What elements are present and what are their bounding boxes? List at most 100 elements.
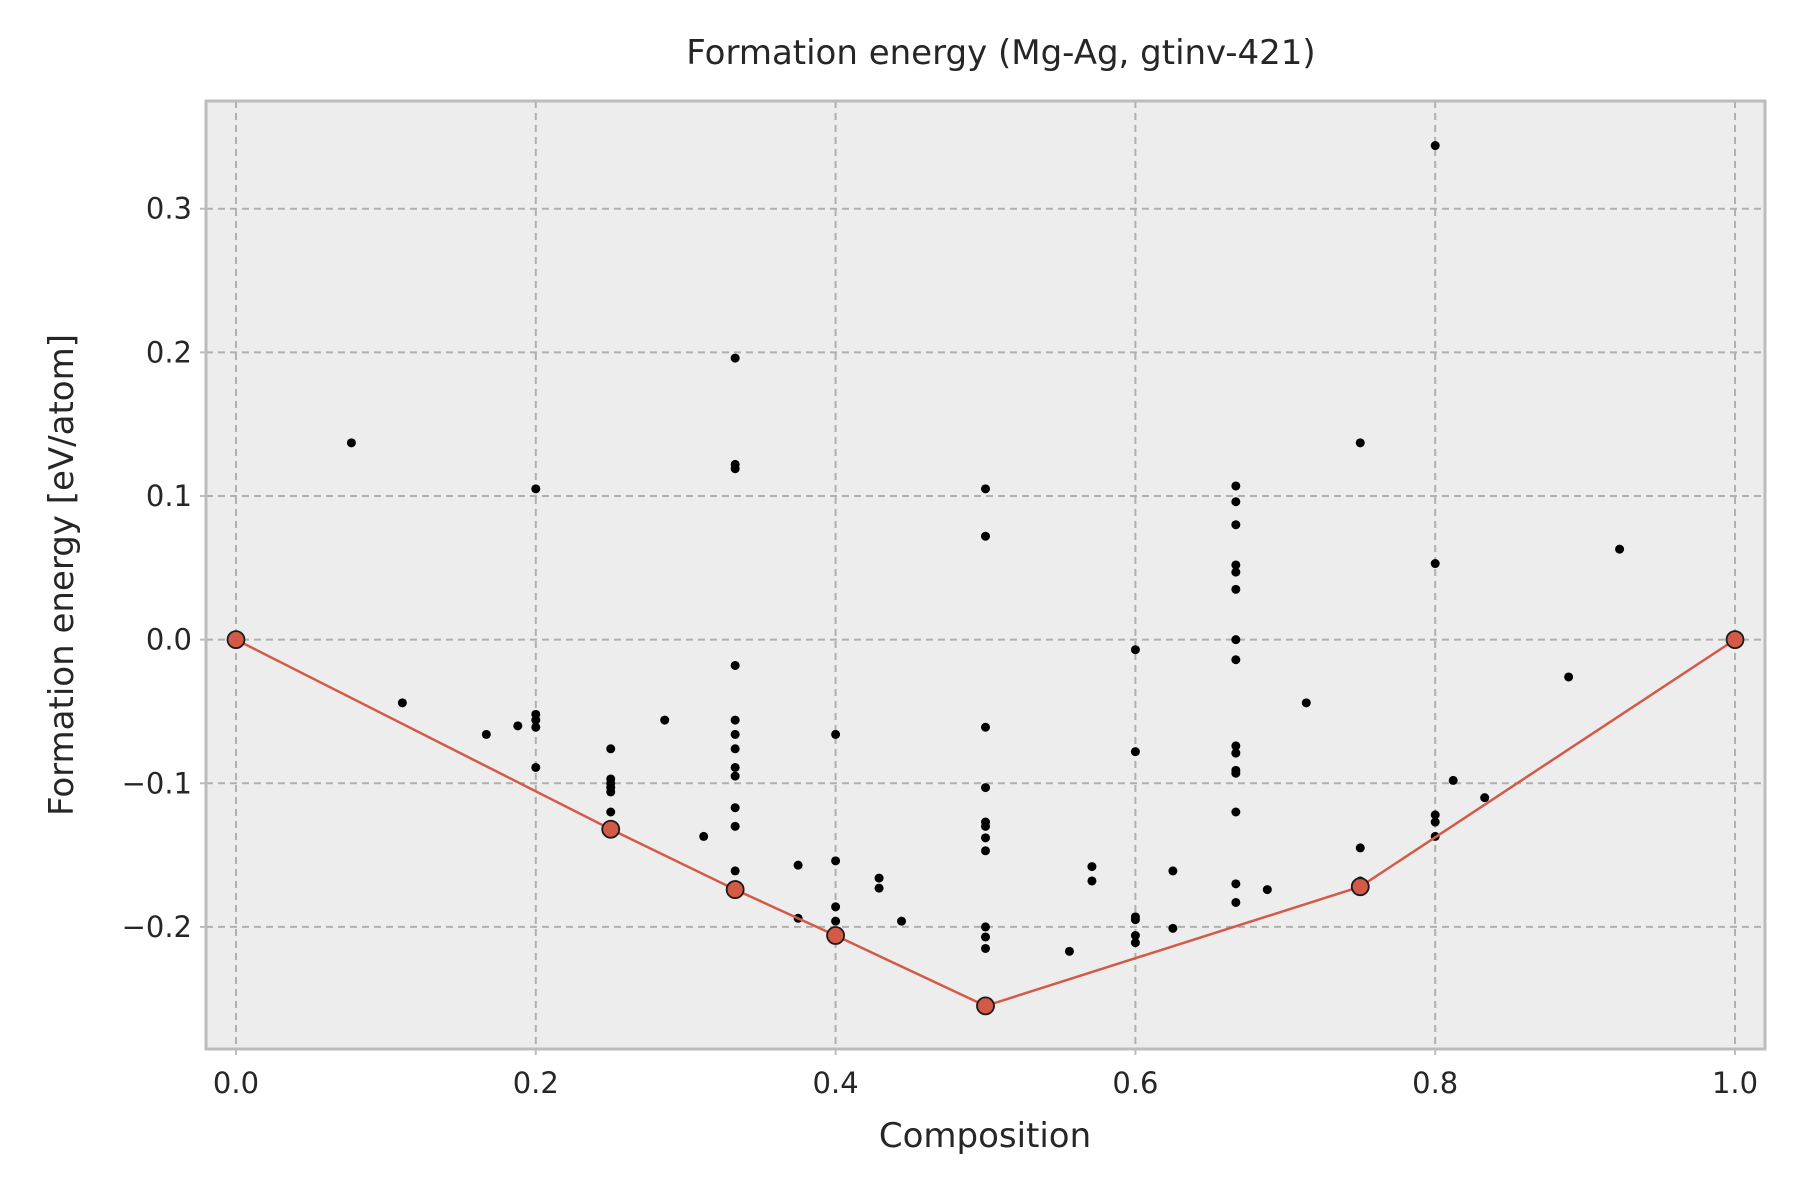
structure-point [730,821,740,831]
structure-point [981,783,990,793]
structure-point [981,932,990,942]
structure-point [1130,938,1140,948]
y-axis-label: Formation energy [eV/atom] [42,334,82,816]
y-tick-label: 0.1 [146,479,192,513]
structure-point [1262,885,1272,895]
structure-point [1231,497,1241,507]
structure-point [1064,946,1074,956]
x-axis-label: Composition [879,1116,1091,1156]
structure-point [793,860,803,870]
hull-point [725,880,745,899]
structure-point [874,873,884,883]
y-tick-label: −0.1 [122,766,192,800]
structure-point [730,715,740,725]
structure-point [1231,520,1241,530]
structure-point [1231,768,1241,778]
structure-point [981,531,990,541]
structure-point [1231,807,1241,817]
x-tick-label: 0.6 [1112,1066,1158,1100]
structure-point [606,787,616,797]
hull-point [826,926,845,945]
structure-point [730,771,740,781]
structure-point [730,762,740,772]
structure-point [981,833,990,843]
structure-point [730,744,740,754]
structure-point [1430,817,1440,827]
y-tick-label: −0.2 [122,910,192,944]
y-tick-label: 0.0 [146,623,192,657]
structure-point [831,856,841,866]
structure-point [513,721,523,731]
hull-point [1725,630,1745,650]
structure-point [981,722,990,732]
structure-point [981,484,990,494]
structure-point [1355,843,1365,853]
structure-point [1564,672,1574,682]
structure-point [1430,810,1440,820]
structure-point [981,821,990,831]
structure-point [1087,862,1097,872]
structure-point [1231,748,1241,758]
structure-point [699,831,709,841]
plot-area [206,101,1765,1049]
structure-point [481,729,491,739]
structure-point [1168,923,1178,933]
structure-point [1231,879,1241,889]
structure-point [531,715,541,725]
structure-point [1480,793,1490,803]
structure-point [1231,567,1241,577]
x-tick-label: 0.0 [213,1066,259,1100]
structure-points-series [346,141,1625,956]
structure-point [660,715,670,725]
x-tick-label: 0.2 [513,1066,559,1100]
structure-point [531,484,541,494]
structure-point [1231,655,1241,665]
x-tick-label: 0.8 [1412,1066,1458,1100]
structure-point [1231,741,1241,751]
x-tick-label: 0.4 [813,1066,859,1100]
structure-point [606,807,616,817]
y-tick-label: 0.3 [146,192,192,226]
structure-point [831,902,841,912]
structure-point [1430,559,1440,569]
structure-point [531,762,541,772]
structure-point [831,916,841,926]
structure-point [346,438,356,448]
x-tick-labels: 0.0 0.2 0.4 0.6 0.8 1.0 [213,1049,1758,1100]
structure-point [1231,560,1241,570]
hull-point [1350,877,1370,897]
structure-point [1355,438,1365,448]
convex-hull-series [226,630,1745,1016]
structure-point [1231,635,1241,645]
structure-point [981,922,990,932]
structure-point [730,803,740,813]
hull-point [226,630,246,650]
structure-point [730,464,740,474]
y-tick-labels: 0.3 0.2 0.1 0.0 −0.1 −0.2 [122,192,206,944]
structure-point [606,744,616,754]
structure-point [874,883,884,893]
structure-point [897,916,907,926]
grid-lines [206,101,1765,1049]
structure-point [730,866,740,876]
chart-title: Formation energy (Mg-Ag, gtinv-421) [686,33,1315,73]
structure-point [397,698,407,708]
structure-point [1087,876,1097,886]
structure-point [1231,897,1241,907]
structure-point [1231,584,1241,594]
hull-point [601,819,621,839]
structure-point [981,846,990,856]
structure-point [531,722,541,732]
structure-point [1301,698,1311,708]
structure-point [1130,747,1140,757]
structure-point [1130,931,1140,941]
structure-point [1430,141,1440,151]
structure-point [730,729,740,739]
structure-point [1231,481,1241,491]
structure-point [1615,544,1625,554]
hull-point [976,996,995,1016]
structure-point [1448,775,1458,785]
y-tick-label: 0.2 [146,335,192,369]
structure-point [1130,645,1140,655]
